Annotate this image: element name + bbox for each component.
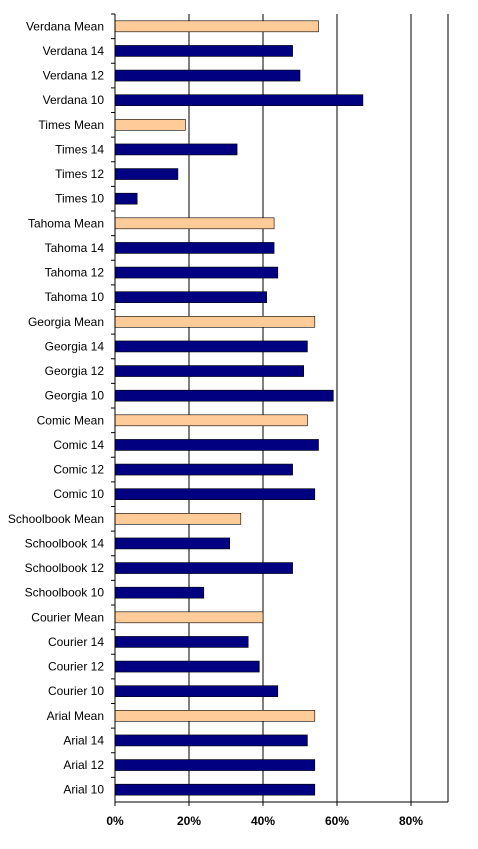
- category-label: Georgia 10: [45, 389, 105, 403]
- bar: [114, 217, 275, 230]
- bar: [114, 45, 293, 57]
- category-label: Schoolbook 14: [25, 536, 105, 550]
- bar: [114, 242, 275, 254]
- bar: [114, 685, 279, 697]
- bar: [114, 660, 260, 673]
- bar: [114, 266, 279, 279]
- category-label: Comic 12: [53, 463, 104, 477]
- x-tick-label: 80%: [399, 814, 423, 828]
- bar: [114, 586, 205, 599]
- bar: [114, 636, 249, 648]
- category-label: Georgia 12: [45, 364, 105, 378]
- bar: [114, 291, 267, 303]
- bar: [114, 759, 316, 771]
- x-tick-label: 60%: [325, 814, 349, 828]
- category-label: Arial 10: [63, 783, 104, 797]
- bar: [114, 20, 319, 33]
- category-label: Arial 12: [63, 758, 104, 772]
- category-label: Times 12: [55, 167, 104, 181]
- bar: [114, 537, 230, 550]
- bar: [114, 340, 308, 353]
- bar: [114, 513, 242, 525]
- bar: [114, 143, 238, 156]
- bar: [114, 414, 308, 427]
- category-label: Schoolbook Mean: [8, 512, 104, 526]
- category-label: Arial 14: [63, 733, 104, 747]
- bar: [114, 119, 186, 131]
- category-label: Verdana 14: [43, 44, 105, 58]
- bar: [114, 710, 316, 722]
- category-label: Courier 12: [48, 660, 104, 674]
- bar: [114, 783, 316, 796]
- bar: [114, 488, 316, 500]
- category-label: Georgia 14: [45, 339, 105, 353]
- bar: [114, 463, 293, 476]
- bar: [114, 439, 319, 451]
- category-label: Tahoma 12: [45, 266, 105, 280]
- category-label: Arial Mean: [47, 709, 104, 723]
- bar: [114, 69, 301, 82]
- bar: [114, 94, 364, 106]
- x-tick-label: 0%: [106, 814, 124, 828]
- bar: [114, 192, 138, 205]
- bar: [114, 389, 334, 402]
- category-label: Verdana 10: [43, 93, 105, 107]
- x-tick-label: 20%: [177, 814, 201, 828]
- category-label: Times 14: [55, 142, 104, 156]
- category-label: Comic Mean: [37, 413, 104, 427]
- category-label: Georgia Mean: [28, 315, 104, 329]
- bar: [114, 562, 293, 574]
- category-label: Courier Mean: [31, 610, 104, 624]
- category-label: Comic 14: [53, 438, 104, 452]
- category-label: Schoolbook 12: [25, 561, 105, 575]
- category-label: Tahoma 10: [45, 290, 105, 304]
- category-label: Courier 14: [48, 635, 104, 649]
- category-label: Schoolbook 10: [25, 586, 105, 600]
- category-label: Comic 10: [53, 487, 104, 501]
- bar: [114, 611, 264, 624]
- category-label: Tahoma 14: [45, 241, 105, 255]
- category-label: Verdana Mean: [26, 19, 104, 33]
- bar: [114, 365, 304, 377]
- category-label: Times Mean: [38, 118, 104, 132]
- bar: [114, 316, 316, 328]
- bar: [114, 168, 179, 180]
- category-label: Verdana 12: [43, 69, 105, 83]
- category-label: Tahoma Mean: [28, 216, 104, 230]
- x-tick-label: 40%: [251, 814, 275, 828]
- bar: [114, 734, 308, 747]
- category-label: Courier 10: [48, 684, 104, 698]
- category-label: Times 10: [55, 192, 104, 206]
